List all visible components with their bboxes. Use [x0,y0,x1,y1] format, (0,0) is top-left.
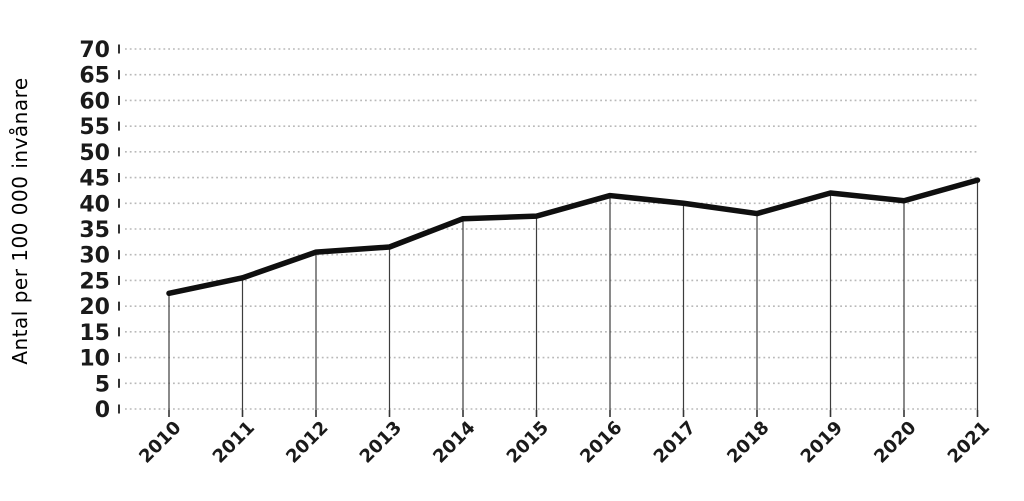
y-tick-label: 5 [95,372,110,397]
grid-layer [125,48,978,410]
y-tick-label: 10 [79,347,110,372]
x-tick-label: 2021 [944,417,994,467]
x-tick-label: 2017 [650,417,700,467]
y-tick-label: 25 [79,269,110,294]
data-line [166,177,981,297]
y-tick-label: 40 [79,192,110,217]
x-tick-label: 2020 [870,417,920,467]
y-axis-title: Antal per 100 000 invånare [8,77,32,364]
x-tick-label: 2019 [797,417,847,467]
y-tick-label: 30 [79,244,110,269]
x-tick-label: 2016 [576,417,626,467]
series-layer [166,177,981,297]
y-tick-label: 45 [79,167,110,192]
y-tick-label: 55 [79,115,110,140]
y-tick-label: 0 [95,398,110,423]
y-tick-label: 70 [79,38,110,63]
x-tick-label: 2015 [503,417,553,467]
y-tick-label: 50 [79,141,110,166]
x-tick-label: 2010 [135,417,185,467]
y-tick-label: 20 [79,295,110,320]
y-tick-label: 15 [79,321,110,346]
x-tick-label: 2012 [282,417,332,467]
y-tick-label: 60 [79,89,110,114]
x-tick-label: 2014 [429,417,479,467]
y-tick-label: 35 [79,218,110,243]
x-tick-label: 2018 [723,417,773,467]
x-tick-label: 2013 [356,417,406,467]
y-tick-label: 65 [79,64,110,89]
x-tick-label: 2011 [209,417,259,467]
dropline-layer [168,180,979,410]
